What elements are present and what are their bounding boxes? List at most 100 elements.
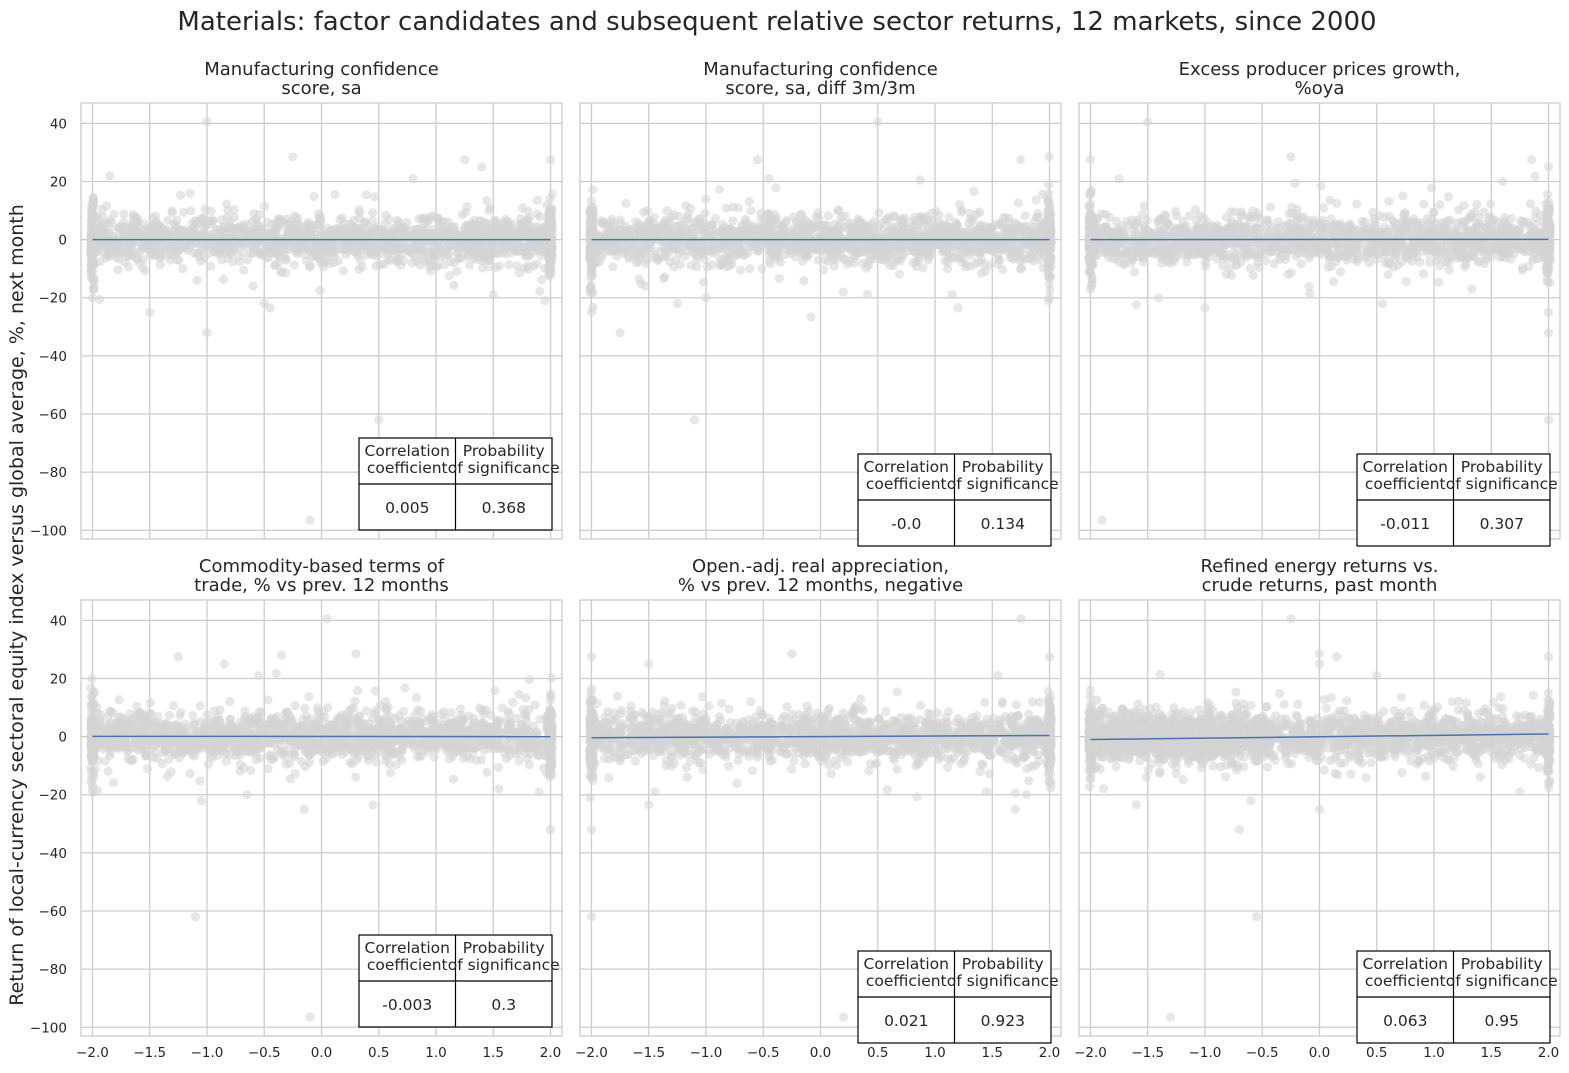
data-point xyxy=(1218,261,1228,271)
data-point xyxy=(1358,222,1368,232)
data-point xyxy=(1156,253,1166,263)
data-point xyxy=(923,255,933,265)
data-point xyxy=(949,241,959,252)
data-point xyxy=(134,258,144,268)
data-point xyxy=(606,214,617,224)
data-point xyxy=(449,280,459,290)
data-point xyxy=(216,236,226,246)
y-tick-label: −60 xyxy=(39,407,68,423)
data-point xyxy=(266,226,276,236)
subplot-3: Excess producer prices growth,%oyaCorrel… xyxy=(1078,59,1561,547)
data-point xyxy=(273,258,283,268)
data-point xyxy=(1506,213,1516,224)
data-point xyxy=(537,275,547,285)
data-point xyxy=(689,217,699,227)
data-point xyxy=(120,244,130,254)
data-point xyxy=(586,243,596,253)
data-point xyxy=(305,515,315,525)
data-point xyxy=(722,231,733,241)
stats-table-header: coefficient xyxy=(866,475,947,493)
data-point xyxy=(894,269,905,279)
data-point xyxy=(753,246,764,256)
data-point xyxy=(412,257,422,267)
data-point xyxy=(544,210,554,220)
data-point xyxy=(545,155,556,165)
data-point xyxy=(87,208,97,218)
data-point xyxy=(1245,263,1255,273)
data-point xyxy=(615,218,625,228)
data-point xyxy=(935,240,945,250)
data-point xyxy=(1359,251,1370,261)
data-point xyxy=(1424,257,1434,267)
data-point xyxy=(310,251,320,261)
data-point xyxy=(1282,220,1292,230)
data-point xyxy=(976,268,986,278)
data-point xyxy=(457,253,467,263)
data-point xyxy=(968,214,978,224)
data-point xyxy=(169,241,179,251)
data-point xyxy=(264,252,274,262)
data-point xyxy=(1128,236,1138,246)
data-point xyxy=(309,191,319,202)
data-point xyxy=(692,262,702,272)
data-point xyxy=(658,252,669,262)
data-point xyxy=(1033,209,1043,219)
data-point xyxy=(586,307,597,317)
data-point xyxy=(738,250,748,260)
data-point xyxy=(324,247,334,257)
data-point xyxy=(477,263,488,273)
data-point xyxy=(1029,217,1039,227)
data-point xyxy=(908,257,918,267)
data-point xyxy=(365,239,375,249)
data-point xyxy=(862,289,873,299)
data-point xyxy=(1440,221,1450,231)
data-point xyxy=(395,223,405,233)
data-point xyxy=(598,218,609,228)
data-point xyxy=(447,240,457,250)
data-point xyxy=(427,247,437,257)
data-point xyxy=(1233,228,1243,239)
data-point xyxy=(587,270,597,280)
y-tick-label: −20 xyxy=(39,291,68,307)
data-point xyxy=(354,213,364,223)
data-point xyxy=(105,171,115,181)
data-point xyxy=(818,265,829,275)
data-point xyxy=(1103,240,1113,250)
data-point xyxy=(292,249,302,259)
data-point xyxy=(1230,207,1240,217)
data-point xyxy=(315,286,325,296)
data-point xyxy=(379,259,389,269)
data-point xyxy=(1020,211,1030,221)
data-point xyxy=(526,238,537,248)
data-point xyxy=(518,203,528,213)
data-point xyxy=(444,271,455,281)
data-point xyxy=(746,206,756,216)
data-point xyxy=(374,415,384,425)
data-point xyxy=(1043,194,1053,204)
data-point xyxy=(428,211,438,221)
data-point xyxy=(512,261,522,271)
y-tick-label: 40 xyxy=(50,116,67,132)
data-point xyxy=(172,255,182,265)
data-point xyxy=(1169,253,1179,263)
data-point xyxy=(873,117,883,127)
data-point xyxy=(953,303,963,313)
data-point xyxy=(387,229,397,239)
data-point xyxy=(1160,210,1170,220)
data-point xyxy=(450,221,460,232)
data-point xyxy=(140,242,150,253)
data-point xyxy=(296,220,306,231)
data-point xyxy=(547,243,557,253)
data-point xyxy=(1290,178,1300,188)
data-point xyxy=(944,212,954,222)
data-point xyxy=(167,206,177,216)
data-point xyxy=(163,215,173,226)
data-point xyxy=(1035,255,1045,265)
data-point xyxy=(1203,217,1213,228)
data-point xyxy=(822,225,832,235)
data-point xyxy=(849,258,859,268)
data-point xyxy=(1182,257,1192,267)
data-point xyxy=(764,174,774,184)
